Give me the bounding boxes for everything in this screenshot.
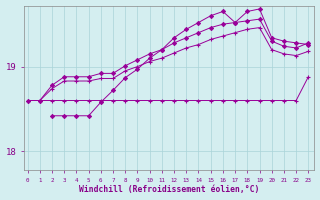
X-axis label: Windchill (Refroidissement éolien,°C): Windchill (Refroidissement éolien,°C): [79, 185, 260, 194]
